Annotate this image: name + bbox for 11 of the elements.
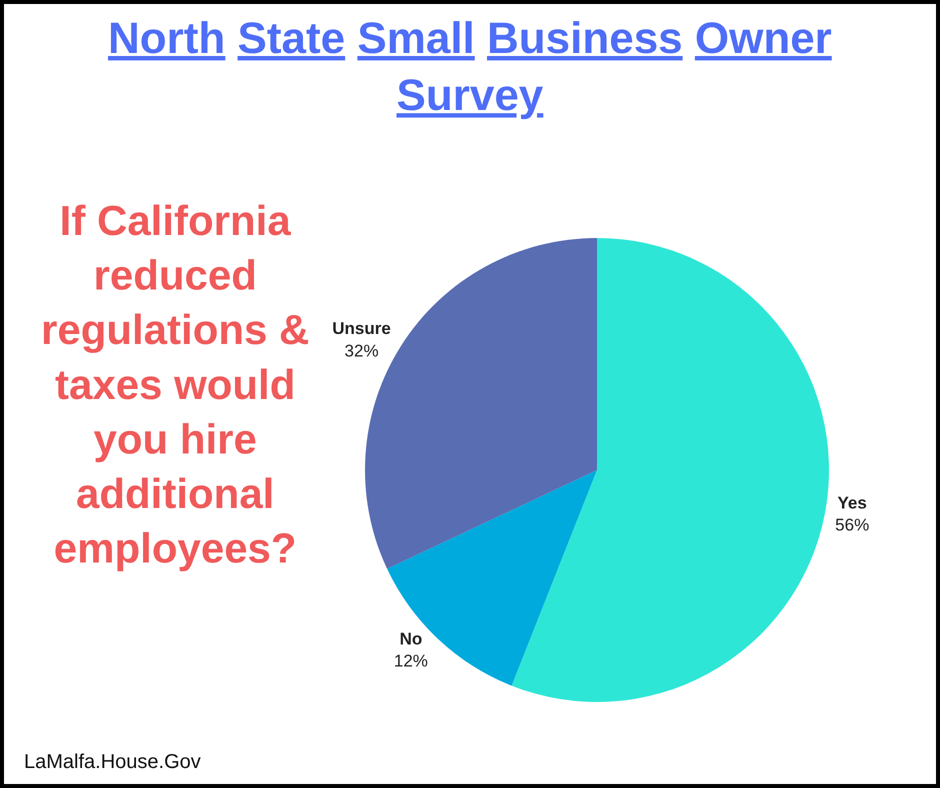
slice-label: Yes — [838, 494, 867, 513]
text: LaMalfa.House.Gov — [24, 751, 201, 773]
chart-title: North State Small Business Owner Survey — [108, 14, 832, 120]
text: If California reduced regulations & taxes would you hire additional employees? — [41, 197, 310, 572]
pie-slice — [387, 470, 597, 686]
slice-label: No — [400, 629, 422, 648]
data-label: 56% — [835, 516, 870, 535]
data-label: 32% — [344, 341, 379, 360]
data-label: 12% — [394, 652, 428, 671]
pie-slice — [512, 238, 829, 702]
slice-label: Unsure — [332, 319, 391, 338]
